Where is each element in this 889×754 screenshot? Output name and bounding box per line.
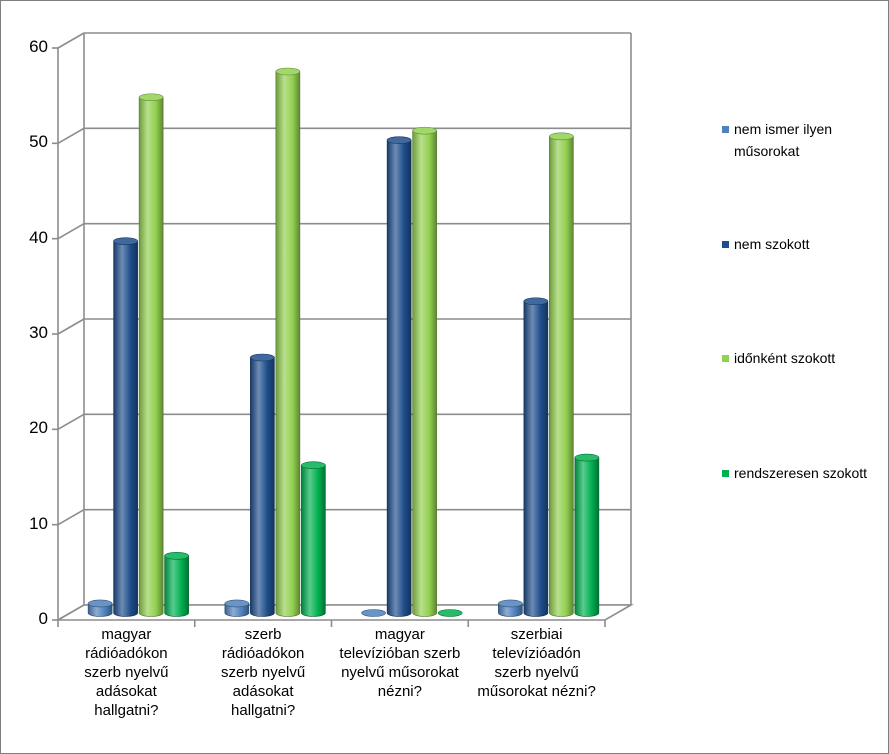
- bar-1-cat-4: [498, 599, 523, 617]
- y-tick-label: 60: [29, 37, 48, 56]
- gridline-side: [57, 413, 85, 431]
- legend-label: rendszeresen szokott: [734, 465, 868, 481]
- legend-swatch: [722, 470, 729, 477]
- category-label-1: magyar rádióadókon szerb nyelvű adásokat hal…: [61, 625, 191, 720]
- legend-label: nem ismer ilyen műsorokat: [734, 121, 833, 159]
- category-label-line: szerb nyelvű: [84, 664, 169, 681]
- bar-4-cat-4: [574, 453, 600, 617]
- bar-3-cat-3: [412, 126, 437, 617]
- y-tick-label: 50: [29, 132, 48, 152]
- category-label-line: szerb nyelvű: [494, 664, 579, 681]
- y-tick-label: 10: [29, 513, 48, 533]
- category-label-line: szerbiai: [510, 626, 563, 643]
- bar-1-cat-1: [87, 599, 113, 617]
- legend-label: nem szokott: [734, 236, 810, 252]
- category-label-line: adásokat: [95, 683, 157, 700]
- category-label-line: adásokat: [232, 683, 294, 700]
- bar-3-cat-4: [549, 132, 574, 617]
- bar-1-cat-3: [361, 609, 386, 617]
- legend-label: időnként szokott: [734, 350, 836, 366]
- bar-2-cat-1: [113, 237, 138, 617]
- category-label-line: magyar: [374, 626, 425, 643]
- y-tick-label: 20: [29, 418, 48, 438]
- category-label-line: televízióadón: [492, 645, 581, 662]
- y-tick-label: 40: [29, 227, 48, 247]
- category-label-line: nyelvű műsorokat: [341, 664, 459, 681]
- category-label-line: rádióadókon: [221, 645, 305, 662]
- category-label-line: rádióadókon: [85, 645, 168, 662]
- legend-swatch: [722, 355, 729, 362]
- bar-3-cat-2: [275, 67, 301, 617]
- legend-item-3: időnként szokott: [722, 347, 874, 369]
- category-label-line: magyar: [101, 626, 152, 643]
- gridline-side: [57, 222, 85, 240]
- category-label-line: televízióban szerb: [339, 645, 461, 662]
- category-label-line: hallgatni?: [231, 702, 296, 719]
- category-label-line: nézni?: [377, 683, 422, 700]
- legend-item-2: nem szokott: [722, 233, 874, 255]
- bar-4-cat-3: [437, 609, 463, 617]
- legend-item-4: rendszeresen szokott: [722, 462, 874, 484]
- category-label-line: hallgatni?: [94, 702, 159, 719]
- gridline-side: [57, 508, 85, 526]
- bar-2-cat-2: [250, 353, 275, 617]
- gridline-side: [57, 318, 85, 335]
- bar-1-cat-2: [224, 599, 250, 617]
- bar-2-cat-4: [523, 297, 549, 617]
- gridline-side: [57, 32, 85, 49]
- bar-4-cat-2: [301, 461, 326, 617]
- bar-2-cat-3: [386, 136, 412, 617]
- chart-legend: nem ismer ilyen műsorokat nem szokott időnk…: [722, 0, 887, 754]
- category-label-line: szerb nyelvű: [221, 664, 306, 681]
- category-label-4: szerbiai televízióadón szerb nyelvű műsorok…: [472, 625, 602, 701]
- y-tick-label: 0: [38, 609, 48, 628]
- legend-item-1: nem ismer ilyen műsorokat: [722, 118, 874, 162]
- bar-3-cat-1: [138, 93, 164, 617]
- legend-swatch: [722, 241, 729, 248]
- floor: [55, 604, 634, 621]
- category-label-line: szerb: [244, 626, 282, 643]
- category-label-line: műsorokat nézni?: [477, 683, 596, 700]
- y-tick-label: 30: [29, 323, 48, 342]
- bar-4-cat-1: [164, 551, 189, 617]
- gridline-side: [57, 127, 85, 145]
- category-label-2: szerb rádióadókon szerb nyelvű adásokat hall…: [198, 625, 328, 720]
- legend-swatch: [722, 126, 729, 133]
- category-label-3: magyar televízióban szerb nyelvű műsorokat…: [335, 625, 465, 701]
